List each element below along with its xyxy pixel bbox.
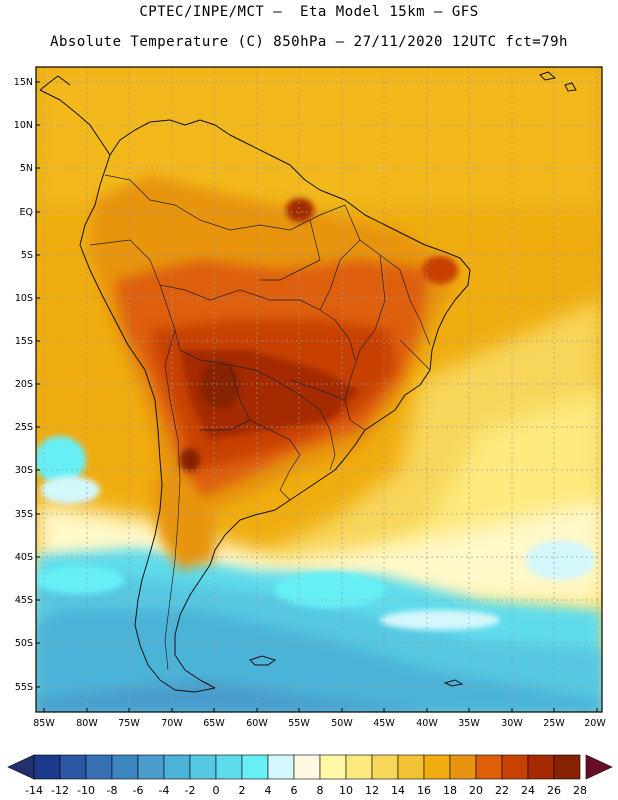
colorbar-label-14: 14 — [391, 784, 405, 797]
islands — [249, 71, 577, 687]
colorbar-label-m2: -2 — [185, 784, 196, 797]
colorbar-label-m8: -8 — [107, 784, 118, 797]
lat-label-20s: 20S — [15, 379, 33, 390]
colorbar-label-m6: -6 — [133, 784, 144, 797]
colorbar-cell-5 — [163, 754, 191, 780]
colorbar-cell-12 — [345, 754, 373, 780]
colorbar-cell-6 — [189, 754, 217, 780]
colorbar-cell-20 — [553, 754, 581, 780]
lon-label-40w: 40W — [416, 718, 438, 729]
lon-label-65w: 65W — [203, 718, 225, 729]
lon-label-25w: 25W — [543, 718, 565, 729]
lat-label-30s: 30S — [15, 465, 33, 476]
lat-label-5n: 5N — [20, 163, 33, 174]
colorbar-label-28: 28 — [573, 784, 587, 797]
coastlines — [39, 75, 471, 693]
lon-label-20w: 20W — [584, 718, 606, 729]
lat-label-15n: 15N — [14, 77, 33, 88]
colorbar-label-6: 6 — [291, 784, 298, 797]
lon-label-55w: 55W — [288, 718, 310, 729]
lat-label-35s: 35S — [15, 509, 33, 520]
colorbar-cell-10 — [293, 754, 321, 780]
longitude-labels: 85W 80W 75W 70W 65W 60W 55W 50W 45W 40W … — [33, 718, 606, 729]
colorbar-cells — [33, 754, 581, 780]
colorbar-label-24: 24 — [521, 784, 535, 797]
colorbar-cell-3 — [111, 754, 139, 780]
lon-label-75w: 75W — [118, 718, 140, 729]
lon-label-50w: 50W — [331, 718, 353, 729]
map-frame — [35, 66, 603, 713]
chart-title-line2: Absolute Temperature (C) 850hPa – 27/11/… — [50, 34, 568, 50]
colorbar-label-m12: -12 — [51, 784, 69, 797]
latitude-labels: 15N 10N 5N EQ 5S 10S 15S 20S 25S 30S 35S… — [14, 77, 33, 693]
colorbar-cell-18 — [501, 754, 529, 780]
lat-label-5s: 5S — [21, 250, 33, 261]
colorbar — [7, 754, 613, 780]
lat-label-10s: 10S — [15, 293, 33, 304]
lat-label-50s: 50S — [15, 638, 33, 649]
colorbar-label-0: 0 — [213, 784, 220, 797]
colorbar-labels: -14 -12 -10 -8 -6 -4 -2 0 2 4 6 8 10 12 … — [25, 784, 587, 797]
colorbar-cell-0 — [33, 754, 61, 780]
colorbar-cell-13 — [371, 754, 399, 780]
colorbar-label-m10: -10 — [77, 784, 95, 797]
colorbar-label-10: 10 — [339, 784, 353, 797]
axis-ticks — [36, 81, 598, 712]
colorbar-cell-15 — [423, 754, 451, 780]
colorbar-under-arrow — [7, 754, 35, 780]
colorbar-cell-2 — [85, 754, 113, 780]
colorbar-label-26: 26 — [547, 784, 561, 797]
colorbar-cell-8 — [241, 754, 269, 780]
colorbar-label-16: 16 — [417, 784, 431, 797]
colorbar-cell-11 — [319, 754, 347, 780]
lat-label-55s: 55S — [15, 682, 33, 693]
colorbar-label-18: 18 — [443, 784, 457, 797]
colorbar-label-20: 20 — [469, 784, 483, 797]
colorbar-label-m4: -4 — [159, 784, 170, 797]
lat-label-25s: 25S — [15, 422, 33, 433]
colorbar-cell-1 — [59, 754, 87, 780]
colorbar-over-arrow — [585, 754, 613, 780]
lat-label-10n: 10N — [14, 120, 33, 131]
lon-label-35w: 35W — [458, 718, 480, 729]
colorbar-cell-17 — [475, 754, 503, 780]
lon-label-45w: 45W — [373, 718, 395, 729]
colorbar-label-m14: -14 — [25, 784, 43, 797]
lat-label-45s: 45S — [15, 595, 33, 606]
country-borders — [89, 174, 431, 671]
colorbar-cell-9 — [267, 754, 295, 780]
colorbar-label-2: 2 — [239, 784, 246, 797]
lat-label-eq: EQ — [20, 207, 33, 218]
colorbar-label-12: 12 — [365, 784, 379, 797]
temperature-field — [36, 67, 602, 712]
lon-label-60w: 60W — [246, 718, 268, 729]
colorbar-label-4: 4 — [265, 784, 272, 797]
lat-label-15s: 15S — [15, 336, 33, 347]
colorbar-cell-4 — [137, 754, 165, 780]
colorbar-cell-19 — [527, 754, 555, 780]
colorbar-cell-16 — [449, 754, 477, 780]
lon-label-30w: 30W — [501, 718, 523, 729]
colorbar-label-8: 8 — [317, 784, 324, 797]
lat-label-40s: 40S — [15, 552, 33, 563]
colorbar-label-22: 22 — [495, 784, 509, 797]
colorbar-cell-14 — [397, 754, 425, 780]
chart-title-line1: CPTEC/INPE/MCT – Eta Model 15km – GFS — [139, 4, 479, 20]
lon-label-80w: 80W — [76, 718, 98, 729]
colorbar-cell-7 — [215, 754, 243, 780]
lon-label-85w: 85W — [33, 718, 55, 729]
lon-label-70w: 70W — [161, 718, 183, 729]
lat-lon-grid — [36, 67, 602, 712]
